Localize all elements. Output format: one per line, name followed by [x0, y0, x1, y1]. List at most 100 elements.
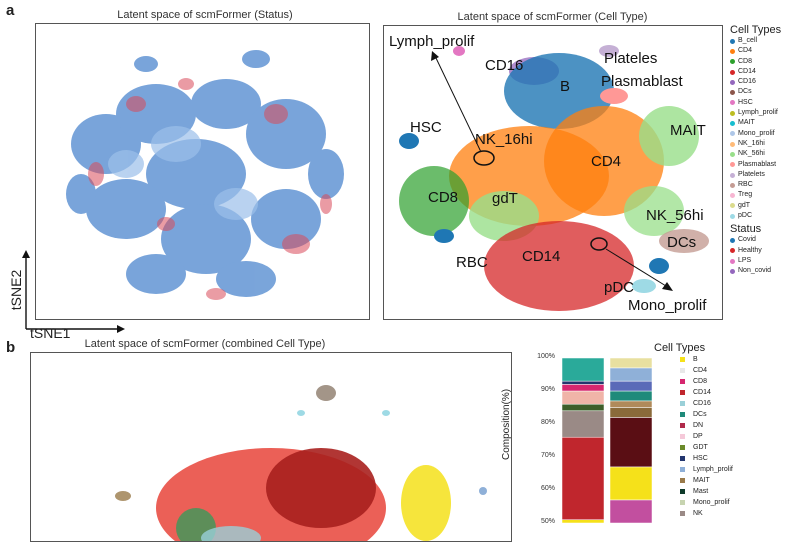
combined-legend-item: CD16	[680, 398, 798, 409]
bar-segment-hsc	[561, 380, 605, 385]
celltype-legend-marker	[730, 90, 735, 96]
status-legend-marker	[730, 268, 735, 274]
combined-legend-label: HSC	[693, 455, 708, 462]
label-gdt: gdT	[492, 190, 518, 207]
combined-legend-marker	[680, 368, 685, 373]
combined-tsne-plot	[30, 352, 512, 542]
combined-legend-item: MAIT	[680, 475, 798, 486]
combined-legend-marker	[680, 412, 685, 417]
label-hsc: HSC	[410, 119, 442, 136]
status-legend-marker	[730, 237, 735, 243]
celltype-legend-marker	[730, 172, 735, 178]
celltype-legend-label: Platelets	[738, 170, 765, 178]
celltype-legend-item: pDC	[730, 211, 800, 221]
y-tick-label: 70%	[540, 452, 555, 459]
bar-segment-dcs	[609, 390, 653, 402]
celltype-legend-item: Plasmablast	[730, 160, 800, 170]
celltype-legend-marker	[730, 69, 735, 75]
y-tick-label: 90%	[540, 386, 555, 393]
celltype-legend-item: RBC	[730, 180, 800, 190]
combined-legend-marker	[680, 379, 685, 384]
y-tick-label: 100%	[537, 353, 555, 360]
panel-a-letter: a	[6, 2, 15, 19]
status-legend-item: Non_covid	[730, 266, 800, 276]
celltype-legend-marker	[730, 131, 735, 137]
combined-legend-item: NK	[680, 508, 798, 519]
label-plateles: Plateles	[604, 50, 658, 67]
composition-y-label: Composition(%)	[501, 388, 512, 460]
celltype-legend-label: NK_16hi	[738, 139, 765, 147]
bar-segment-dp	[561, 390, 605, 405]
combined-legend-marker	[680, 445, 685, 450]
celltype-legend-marker	[730, 59, 735, 65]
celltype-legend-marker	[730, 121, 735, 127]
celltype-legend-items: B_cell CD4 CD8 CD14 CD16 DCs HSC Lymph_prolif MA…	[730, 36, 800, 221]
bar-segment-gdt	[609, 407, 653, 418]
bar-segment-dcs	[561, 357, 605, 382]
composition-bars	[561, 357, 653, 524]
celltype-legend-label: RBC	[738, 181, 753, 189]
status-legend-title: Status	[730, 223, 762, 236]
celltype-legend-title: Cell Types	[730, 24, 782, 36]
status-legend-marker	[730, 258, 735, 264]
label-plasmablast: Plasmablast	[601, 73, 683, 90]
celltype-legend-marker	[730, 48, 735, 54]
bar-segment-b	[561, 519, 605, 524]
celltype-legend-label: CD8	[738, 57, 753, 65]
label-cd14: CD14	[522, 248, 561, 265]
celltype-legend-label: CD14	[738, 67, 756, 75]
celltype-legend-item: Mono_prolif	[730, 129, 800, 139]
combined-legend-marker	[680, 478, 685, 483]
combined-legend-marker	[680, 423, 685, 428]
bar-segment-cd8	[561, 384, 605, 392]
combined-legend-marker	[680, 511, 685, 516]
bar-segment-nk	[561, 410, 605, 438]
celltype-legend-marker	[730, 151, 735, 157]
celltype-legend-label: HSC	[738, 98, 753, 106]
composition-chart: Composition(%) 100% 90% 80% 70% 60% 50%	[501, 350, 675, 529]
celltype-legend: Cell Types B_cell CD4 CD8 CD14 CD16 DCs HSC Lym…	[730, 24, 800, 277]
celltype-legend-label: Plasmablast	[738, 160, 777, 168]
status-legend-marker	[730, 248, 735, 254]
tsne-axes-arrows	[22, 250, 125, 333]
celltype-legend-item: B_cell	[730, 36, 800, 46]
status-legend-item: Covid	[730, 235, 800, 245]
bar-segment-cd14	[561, 436, 605, 520]
celltype-legend-item: Platelets	[730, 170, 800, 180]
celltype-legend-label: pDC	[738, 212, 753, 220]
celltype-legend-item: NK_16hi	[730, 139, 800, 149]
combined-legend-item: Mast	[680, 486, 798, 497]
label-b: B	[560, 78, 571, 95]
celltype-legend-item: DCs	[730, 87, 800, 97]
celltype-legend-item: CD14	[730, 67, 800, 77]
label-mono-prolif: Mono_prolif	[628, 297, 707, 314]
tsne2-axis-label: tSNE2	[8, 269, 24, 311]
combined-legend-label: MAIT	[693, 477, 710, 484]
label-nk-56hi: NK_56hi	[646, 207, 704, 224]
combined-legend-marker	[680, 500, 685, 505]
status-legend-label: Covid	[738, 236, 756, 244]
status-tsne-plot	[35, 23, 370, 320]
combined-legend-marker	[680, 390, 685, 395]
status-legend-item: LPS	[730, 256, 800, 266]
combined-legend-item: CD8	[680, 376, 798, 387]
combined-legend-item: DCs	[680, 409, 798, 420]
label-cd4: CD4	[591, 153, 622, 170]
celltype-legend-label: DCs	[738, 88, 752, 96]
status-plot-title: Latent space of scmFormer (Status)	[117, 9, 293, 21]
y-tick-label: 60%	[540, 485, 555, 492]
combined-legend-item: DN	[680, 420, 798, 431]
celltype-legend-label: B_cell	[738, 37, 758, 44]
celltype-legend-marker	[730, 79, 735, 85]
celltype-legend-item: CD8	[730, 57, 800, 67]
label-pdc: pDC	[604, 279, 635, 296]
status-legend-label: LPS	[738, 256, 752, 264]
celltype-legend-label: Mono_prolif	[738, 129, 775, 137]
bar-segment-lymph-prolif	[609, 367, 653, 382]
bar-segment-cd16	[609, 380, 653, 392]
combined-legend-marker	[680, 456, 685, 461]
tsne1-axis-label: tSNE1	[30, 325, 71, 341]
celltype-legend-item: CD16	[730, 77, 800, 87]
combined-legend-label: CD16	[693, 400, 711, 407]
panel-b-letter: b	[6, 339, 16, 356]
